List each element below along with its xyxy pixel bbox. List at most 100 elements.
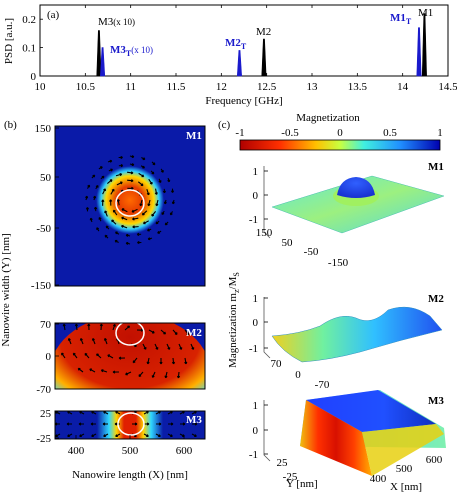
nanowire-width-label: Nanowire width (Y) [nm] bbox=[0, 233, 12, 346]
surface-z-tick-label: -1 bbox=[249, 214, 258, 226]
m1-vector-field bbox=[85, 155, 175, 245]
field-arrow bbox=[125, 241, 131, 245]
field-arrow bbox=[164, 221, 169, 226]
psd-y-tick-label: 0 bbox=[31, 71, 37, 83]
field-arrow bbox=[112, 209, 118, 216]
field-arrow bbox=[147, 199, 151, 207]
surface-tick-label: 600 bbox=[426, 454, 443, 466]
panel-b: (b) Nanowire width (Y) [nm] Nanowire len… bbox=[0, 119, 206, 481]
psd-x-tick-label: 12 bbox=[216, 81, 227, 93]
psd-y-axis-label: PSD [a.u.] bbox=[3, 18, 15, 64]
field-arrow bbox=[112, 370, 120, 374]
m2-map-label: M2 bbox=[186, 327, 202, 339]
surface-z-tick-label: 0 bbox=[253, 425, 259, 437]
field-arrow bbox=[118, 155, 123, 160]
map-x-tick-label: 500 bbox=[122, 445, 139, 457]
field-arrow bbox=[87, 323, 91, 331]
surface-z-tick-label: 1 bbox=[253, 166, 259, 178]
field-arrow bbox=[157, 230, 162, 234]
field-arrow bbox=[155, 199, 159, 207]
field-arrow bbox=[180, 422, 186, 426]
field-arrow bbox=[62, 323, 66, 331]
field-arrow bbox=[151, 161, 156, 166]
field-arrow bbox=[112, 323, 116, 331]
field-arrow bbox=[167, 177, 171, 183]
field-arrow bbox=[106, 179, 113, 184]
field-arrow bbox=[159, 357, 163, 365]
field-arrow bbox=[147, 237, 153, 241]
field-arrow bbox=[103, 337, 108, 345]
z-axis-label: Magnetization mz/MS bbox=[227, 272, 241, 368]
field-arrow bbox=[137, 240, 142, 245]
field-arrow bbox=[79, 337, 84, 345]
field-arrow bbox=[192, 422, 198, 426]
field-arrow bbox=[121, 224, 128, 229]
panel-a-label: (a) bbox=[47, 9, 60, 21]
surface-tick-label: 50 bbox=[282, 237, 294, 249]
field-arrow bbox=[101, 199, 105, 206]
surface-tick-label: 400 bbox=[370, 473, 387, 485]
psd-x-tick-label: 12.5 bbox=[257, 81, 277, 93]
field-arrow bbox=[129, 163, 135, 167]
field-arrow bbox=[84, 352, 90, 359]
field-arrow bbox=[154, 343, 159, 350]
field-arrow bbox=[169, 211, 173, 216]
svg-text:M2: M2 bbox=[256, 26, 271, 38]
field-arrow bbox=[136, 328, 144, 332]
field-arrow bbox=[191, 410, 197, 415]
nanowire-length-label: Nanowire length (X) [nm] bbox=[72, 469, 188, 481]
field-arrow bbox=[170, 188, 175, 193]
svg-text:M2T: M2T bbox=[225, 37, 247, 51]
field-arrow bbox=[141, 210, 148, 216]
m3-map-label: M3 bbox=[186, 414, 202, 426]
field-arrow bbox=[161, 210, 165, 215]
surface-tick-label: 70 bbox=[271, 358, 283, 370]
m1-y-ticks: 150 50 -50 -150 bbox=[31, 123, 59, 292]
field-arrow bbox=[140, 165, 145, 169]
surface-m3-y-ticks: 25-25 bbox=[277, 457, 298, 483]
psd-y-ticks: 0 0.1 0.2 bbox=[22, 14, 43, 83]
field-arrow bbox=[78, 422, 84, 426]
field-arrow bbox=[125, 233, 131, 237]
psd-plot-frame bbox=[39, 4, 449, 77]
surface-m1-z-ticks: 1 0 -1 bbox=[249, 166, 268, 226]
field-arrow bbox=[166, 343, 171, 350]
field-arrow bbox=[55, 433, 61, 438]
psd-peak bbox=[261, 38, 267, 77]
field-arrow bbox=[114, 239, 119, 243]
psd-peak bbox=[421, 13, 427, 77]
field-arrow bbox=[121, 208, 128, 213]
field-arrow bbox=[107, 354, 114, 359]
field-arrow bbox=[168, 422, 174, 426]
field-arrow bbox=[131, 208, 138, 213]
psd-y-tick-label: 0.1 bbox=[22, 43, 36, 55]
field-arrow bbox=[102, 422, 108, 426]
field-arrow bbox=[184, 357, 188, 365]
panel-c: (c) Magnetization -1 -0.5 0 0.5 1 Magnetizat… bbox=[218, 112, 446, 493]
psd-x-tick-label: 11.5 bbox=[167, 81, 186, 93]
field-arrow bbox=[151, 371, 156, 378]
map-m1: M1 150 50 -50 -150 bbox=[31, 123, 206, 292]
svg-text:M1T: M1T bbox=[390, 12, 412, 26]
field-arrow bbox=[155, 410, 161, 415]
map-y-tick-label: -50 bbox=[36, 223, 51, 235]
field-arrow bbox=[125, 371, 132, 376]
surface-tick-label: 0 bbox=[295, 369, 301, 381]
field-arrow bbox=[176, 371, 181, 379]
field-arrow bbox=[91, 433, 97, 438]
psd-peak bbox=[100, 47, 106, 77]
psd-x-tick-label: 13 bbox=[307, 81, 319, 93]
field-arrow bbox=[110, 188, 115, 195]
field-arrow bbox=[127, 179, 134, 183]
field-arrow bbox=[191, 433, 197, 438]
field-arrow bbox=[61, 352, 66, 359]
m2-dot-outline bbox=[115, 320, 145, 346]
surface-m2-z-ticks: 1 0 -1 bbox=[249, 293, 268, 355]
field-arrow bbox=[163, 199, 167, 205]
field-arrow bbox=[89, 368, 96, 373]
field-arrow bbox=[171, 357, 176, 365]
field-arrow bbox=[126, 171, 134, 175]
field-arrow bbox=[158, 178, 162, 183]
field-arrow bbox=[137, 181, 144, 187]
